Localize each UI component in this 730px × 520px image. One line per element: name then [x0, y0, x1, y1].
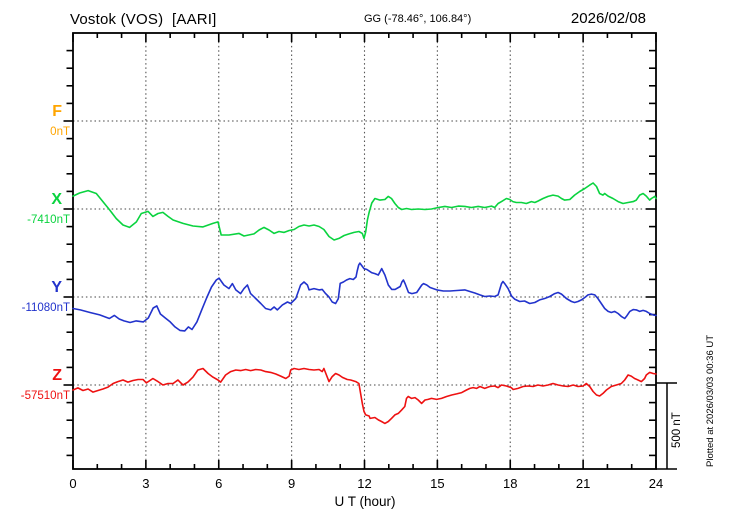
x-tick-label-15: 15	[430, 476, 445, 491]
x-tick-label-18: 18	[503, 476, 518, 491]
component-baseline-value-Z: -57510nT	[20, 390, 70, 402]
x-tick-label-24: 24	[648, 476, 664, 491]
plot-frame	[72, 32, 657, 470]
plot-date: 2026/02/08	[570, 10, 646, 27]
x-axis-title: U T (hour)	[334, 494, 396, 509]
x-tick-label-9: 9	[288, 476, 296, 491]
component-letter-Z: Z	[52, 367, 62, 384]
geographic-coords: GG (-78.46°, 106.84°)	[364, 13, 472, 25]
component-baseline-value-Y: -11080nT	[21, 302, 70, 314]
x-tick-label-21: 21	[575, 476, 591, 491]
component-baseline-value-F: 0nT	[50, 126, 70, 138]
trace-Y	[72, 262, 657, 332]
component-letter-Y: Y	[51, 279, 62, 296]
x-tick-label-12: 12	[357, 476, 372, 491]
plotted-at-note: Plotted at 2026/03/03 00:36 UT	[705, 334, 716, 467]
x-tick-label-3: 3	[142, 476, 150, 491]
scale-bar-label: 500 nT	[671, 412, 683, 448]
x-tick-label-6: 6	[215, 476, 223, 491]
trace-X	[72, 182, 657, 241]
x-tick-label-0: 0	[69, 476, 77, 491]
trace-Z	[72, 367, 657, 425]
component-letter-F: F	[52, 103, 62, 120]
station-title: Vostok (VOS) [AARI]	[70, 11, 217, 28]
component-baseline-value-X: -7410nT	[27, 214, 70, 226]
component-letter-X: X	[51, 191, 62, 208]
